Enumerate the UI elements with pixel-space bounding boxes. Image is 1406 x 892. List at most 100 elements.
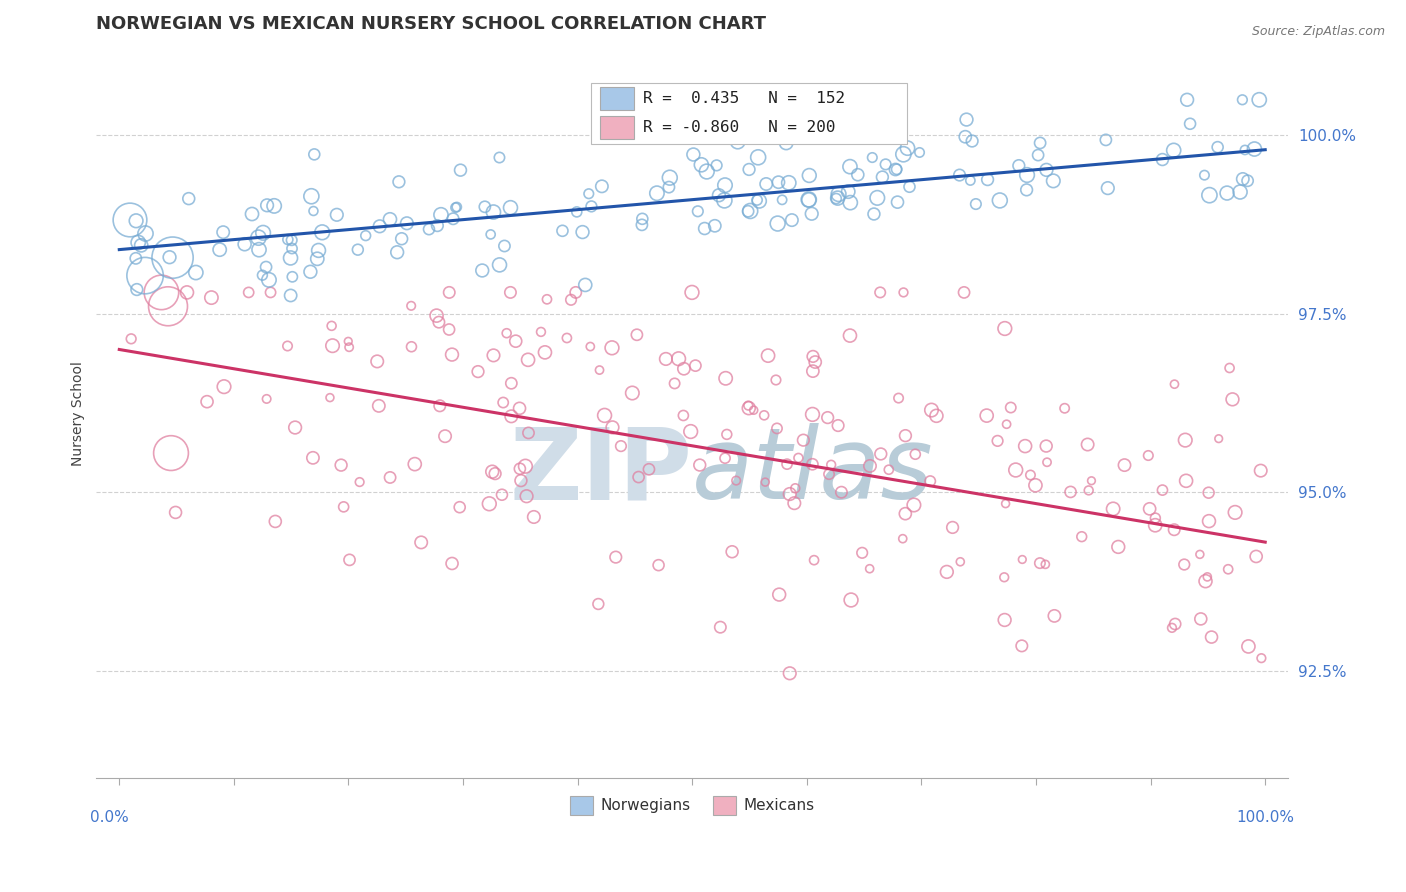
Point (1095, 133, 1118, 147)
Point (330, 458, 353, 472)
Point (499, 201, 522, 215)
Point (1144, 511, 1167, 525)
Point (385, 245, 408, 260)
Point (851, 546, 873, 560)
Point (302, 204, 325, 219)
Point (159, 250, 181, 264)
Point (299, 189, 322, 203)
Point (679, 425, 702, 439)
Point (1218, 562, 1240, 576)
Point (706, 158, 728, 172)
Point (474, 200, 496, 214)
Point (411, 535, 433, 549)
Point (256, 198, 278, 212)
Point (488, 151, 510, 165)
Point (1059, 484, 1081, 499)
Point (872, 169, 894, 184)
Point (1035, 439, 1057, 453)
Point (655, 351, 678, 366)
Point (247, 230, 270, 244)
Point (894, 507, 917, 521)
Point (478, 497, 501, 511)
Point (1178, 117, 1201, 131)
Point (326, 208, 349, 222)
Point (830, 485, 852, 500)
Point (1008, 159, 1031, 173)
Text: 100.0%: 100.0% (1236, 810, 1294, 825)
Point (921, 403, 943, 417)
Point (339, 553, 361, 567)
Point (672, 361, 695, 376)
Point (714, 371, 737, 385)
Point (1208, 432, 1230, 446)
Point (588, 363, 610, 377)
Point (647, 558, 669, 573)
Point (953, 285, 976, 300)
Point (515, 459, 537, 474)
Point (501, 376, 523, 391)
Point (593, 409, 616, 423)
Point (280, 251, 302, 265)
Point (247, 243, 270, 257)
Point (1198, 485, 1220, 500)
Point (571, 225, 593, 239)
Point (797, 193, 820, 207)
Point (766, 421, 789, 435)
Point (492, 395, 515, 409)
Point (1004, 463, 1026, 477)
Point (778, 176, 800, 190)
Point (1097, 181, 1119, 195)
Point (703, 219, 725, 233)
Point (446, 200, 468, 214)
Point (1188, 548, 1211, 562)
Point (693, 221, 716, 235)
Point (337, 340, 360, 354)
Point (277, 233, 299, 247)
Legend: Norwegians, Mexicans: Norwegians, Mexicans (564, 790, 821, 821)
Point (1222, 392, 1244, 407)
Point (1163, 144, 1185, 158)
Point (682, 147, 704, 161)
Point (302, 450, 325, 465)
Point (399, 299, 422, 313)
Point (165, 505, 187, 519)
Point (690, 158, 713, 172)
Point (995, 417, 1018, 432)
Point (509, 401, 531, 416)
Point (1237, 640, 1260, 654)
Point (976, 172, 998, 186)
Point (378, 212, 401, 227)
Point (785, 481, 807, 495)
Text: Source: ZipAtlas.com: Source: ZipAtlas.com (1251, 25, 1385, 38)
Point (401, 340, 423, 354)
Point (779, 487, 801, 501)
Point (404, 457, 426, 471)
Text: R = -0.860   N = 200: R = -0.860 N = 200 (644, 120, 837, 136)
Point (1029, 136, 1052, 150)
Point (866, 191, 889, 205)
Point (488, 258, 510, 272)
Point (495, 326, 517, 341)
Point (449, 500, 471, 515)
Point (685, 359, 707, 373)
Point (960, 134, 983, 148)
Point (766, 217, 789, 231)
Point (321, 318, 343, 333)
Point (714, 451, 737, 466)
Point (418, 222, 440, 236)
Point (709, 620, 731, 634)
Point (263, 199, 285, 213)
Point (1144, 518, 1167, 533)
Point (1035, 162, 1057, 177)
Point (1137, 449, 1160, 463)
Point (233, 237, 256, 252)
Point (337, 334, 360, 349)
Point (304, 147, 326, 161)
Point (1042, 174, 1064, 188)
Point (471, 263, 494, 277)
Point (714, 178, 737, 193)
Point (259, 285, 281, 300)
Point (747, 150, 769, 164)
Point (827, 418, 849, 433)
Point (434, 429, 457, 443)
